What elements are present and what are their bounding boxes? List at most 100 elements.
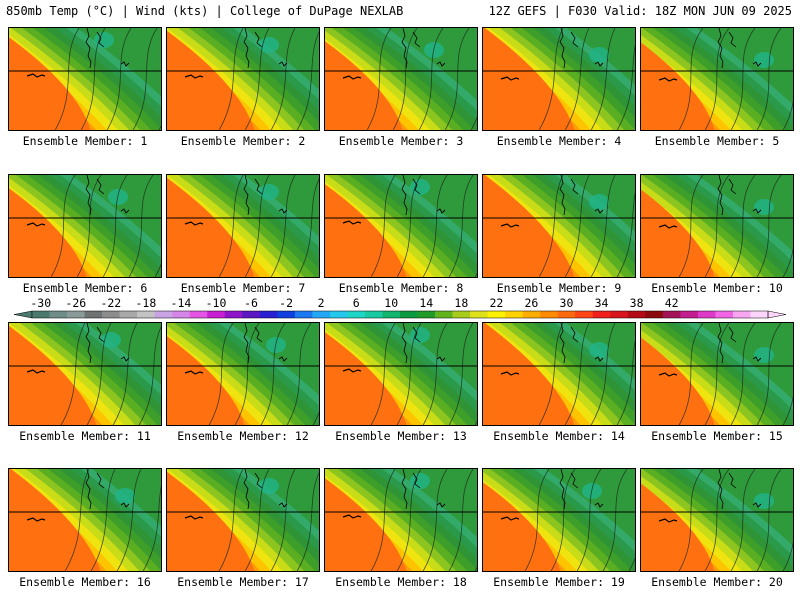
ensemble-member-label: Ensemble Member: 11 [19,429,151,443]
ensemble-member-label: Ensemble Member: 2 [180,134,306,148]
colorbar-swatch [312,311,331,318]
ensemble-member-map [640,322,794,426]
temperature-field-map [325,323,477,425]
ensemble-member-label: Ensemble Member: 5 [654,134,780,148]
colorbar-tick-label: -14 [171,296,192,310]
colorbar-tick-label: -26 [65,296,86,310]
colorbar-min-arrow [13,310,33,319]
ensemble-member-label: Ensemble Member: 18 [335,575,467,589]
colorbar-swatch [364,311,383,318]
ensemble-member-map [166,322,320,426]
ensemble-member-label: Ensemble Member: 3 [338,134,464,148]
colorbar-swatch [154,311,173,318]
ensemble-member-label: Ensemble Member: 17 [177,575,309,589]
temperature-field-map [9,175,161,277]
colorbar-swatch [400,311,418,318]
colorbar-swatch [207,311,226,318]
ensemble-member-map [324,174,478,278]
ensemble-member-map [640,174,794,278]
colorbar-swatch [277,311,296,318]
colorbar-swatch [119,311,138,318]
colorbar-swatch [137,311,155,318]
temperature-field-map [483,175,635,277]
colorbar-tick-label: -6 [244,296,258,310]
temperature-field-map [167,469,319,571]
colorbar-swatch [67,311,85,318]
temperature-field-map [641,28,793,130]
ensemble-member-label: Ensemble Member: 9 [496,281,622,295]
temperature-colorbar: -30 -26 -22 -18 -14 -10 -6 -2 2 6 10 14 18 22 26 30 34 38… [13,296,787,319]
colorbar-swatch [697,311,716,318]
ensemble-member-map [324,468,478,572]
colorbar-swatch [84,311,103,318]
ensemble-member-map [8,174,162,278]
temperature-field-map [641,469,793,571]
colorbar-swatch [610,311,629,318]
model-run-info: 12Z GEFS | F030 Valid: 18Z MON JUN 09 20… [488,4,792,18]
colorbar-tick-label: 2 [318,296,325,310]
temperature-field-map [9,323,161,425]
colorbar-tick-label: -10 [206,296,227,310]
colorbar-tick-label: 26 [524,296,538,310]
chart-title: 850mb Temp (°C) | Wind (kts) | College o… [6,4,404,18]
ensemble-member-label: Ensemble Member: 10 [651,281,783,295]
colorbar-swatch [680,311,699,318]
temperature-field-map [483,28,635,130]
temperature-field-map [483,323,635,425]
ensemble-member-label: Ensemble Member: 13 [335,429,467,443]
colorbar-tick-label: 6 [353,296,360,310]
colorbar-swatch [329,311,348,318]
ensemble-member-map [324,322,478,426]
ensemble-member-map [166,174,320,278]
colorbar-swatch [242,311,261,318]
temperature-field-map [483,469,635,571]
ensemble-member-label: Ensemble Member: 4 [496,134,622,148]
temperature-field-map [325,28,477,130]
colorbar-swatch [592,311,611,318]
colorbar-tick-label: 10 [384,296,398,310]
temperature-field-map [167,175,319,277]
colorbar-swatch [540,311,559,318]
colorbar-swatch [575,311,594,318]
colorbar-swatch [49,311,68,318]
temperature-field-map [641,323,793,425]
temperature-field-map [641,175,793,277]
colorbar-swatch [452,311,471,318]
ensemble-member-map [640,468,794,572]
temperature-field-map [325,469,477,571]
ensemble-member-map [482,468,636,572]
colorbar-swatch [435,311,453,318]
ensemble-member-map [324,27,478,131]
colorbar-swatch [347,311,366,318]
colorbar-swatch [522,311,541,318]
ensemble-member-label: Ensemble Member: 8 [338,281,464,295]
ensemble-member-label: Ensemble Member: 20 [651,575,783,589]
colorbar-tick-label: -18 [136,296,157,310]
ensemble-member-label: Ensemble Member: 1 [22,134,148,148]
ensemble-member-map [8,322,162,426]
colorbar-tick-label: -30 [30,296,51,310]
colorbar-swatch [470,311,488,318]
colorbar-swatch [102,311,120,318]
ensemble-member-label: Ensemble Member: 19 [493,575,625,589]
temperature-field-map [9,28,161,130]
colorbar-swatch [294,311,313,318]
colorbar-swatch [715,311,734,318]
colorbar-tick-label: 30 [560,296,574,310]
colorbar-swatch [172,311,191,318]
temperature-field-map [167,323,319,425]
colorbar-swatch [32,311,50,318]
ensemble-member-label: Ensemble Member: 14 [493,429,625,443]
colorbar-swatch [662,311,681,318]
colorbar-swatch [189,311,208,318]
colorbar-swatch [645,311,664,318]
colorbar-max-arrow [767,310,787,319]
temperature-field-map [9,469,161,571]
colorbar-tick-label: 22 [489,296,503,310]
ensemble-member-map [166,468,320,572]
ensemble-member-label: Ensemble Member: 7 [180,281,306,295]
colorbar-swatch [417,311,436,318]
colorbar-tick-label: -22 [100,296,121,310]
ensemble-member-map [482,322,636,426]
temperature-field-map [325,175,477,277]
